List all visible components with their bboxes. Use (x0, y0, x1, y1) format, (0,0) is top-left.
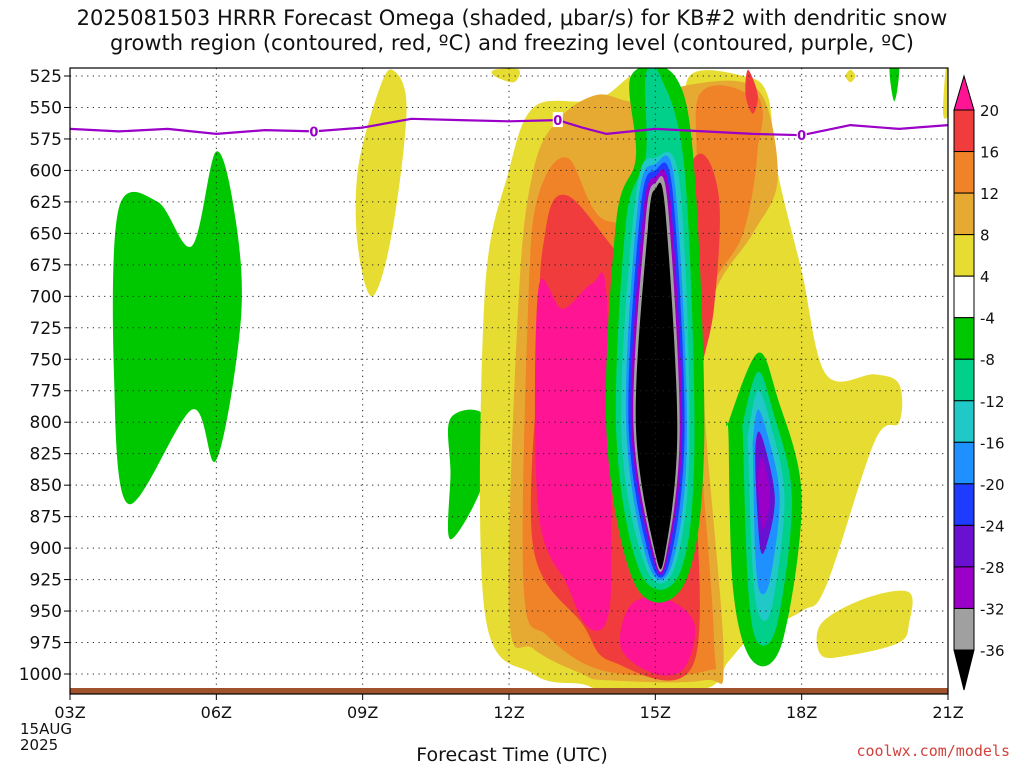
colorbar-segment-6 (953, 358, 975, 402)
x-tick-label-03Z: 03Z (54, 703, 85, 722)
colorbar-segment-5 (953, 317, 975, 360)
omega-region-1 (112, 151, 242, 505)
x-axis: 03Z 06Z 09Z 12Z 15Z 18Z 21Z (54, 694, 964, 722)
colorbar-segment-3 (953, 234, 975, 277)
freezing-level-line: 0 0 0 (70, 112, 948, 144)
colorbar-segment-9 (953, 483, 975, 526)
y-tick-label-525: 525 (30, 67, 62, 87)
colorbar-segment-10 (953, 524, 975, 568)
y-tick-label-975: 975 (30, 634, 62, 654)
omega-region-25 (943, 68, 948, 119)
omega-region-2 (447, 409, 489, 540)
colorbar-top-arrow (953, 74, 975, 111)
freezing-label-bg (308, 123, 319, 139)
colorbar-label-0: 20 (980, 102, 999, 120)
omega-region-27 (845, 69, 856, 83)
x-tick-label-09Z: 09Z (347, 703, 378, 722)
y-tick-label-550: 550 (30, 98, 62, 118)
y-tick-label-925: 925 (30, 571, 62, 591)
watermark: coolwx.com/models (856, 742, 1010, 760)
y-tick-label-875: 875 (30, 508, 62, 528)
omega-region-28 (737, 94, 763, 196)
chart-title: 2025081503 HRRR Forecast Omega (shaded, … (0, 6, 1024, 56)
x-start-date-line-2: 15AUG (20, 720, 72, 738)
chart-title-line-1: 2025081503 HRRR Forecast Omega (shaded, … (76, 6, 948, 30)
y-tick-label-1000: 1000 (19, 665, 62, 685)
colorbar-label-8: -16 (980, 434, 1005, 452)
y-tick-label-750: 750 (30, 350, 62, 370)
omega-shading (112, 68, 948, 691)
omega-region-29 (745, 69, 758, 114)
x-tick-label-15Z: 15Z (640, 703, 671, 722)
colorbar-segment-8 (953, 441, 975, 485)
colorbar-segment-4 (953, 275, 975, 319)
terrain-strip (70, 688, 948, 694)
x-start-date-line-3: 2025 (20, 736, 59, 754)
freezing-level-label: 0 (309, 125, 318, 140)
colorbar-label-9: -20 (980, 476, 1005, 494)
colorbar-segment-11 (953, 566, 975, 609)
y-tick-label-850: 850 (30, 476, 62, 496)
x-tick-label-18Z: 18Z (786, 703, 817, 722)
colorbar-label-1: 16 (980, 144, 999, 162)
colorbar-label-10: -24 (980, 517, 1005, 535)
x-tick-label-06Z: 06Z (201, 703, 232, 722)
omega-region-9 (619, 596, 696, 676)
freezing-label-bg (796, 127, 807, 143)
x-start-date-label: 15AUG 2025 (20, 721, 72, 753)
colorbar-label-7: -12 (980, 393, 1005, 411)
y-axis: 525 550 575 600 625 650 675 700 725 750 775 800 825 8… (19, 67, 70, 685)
plot-grid (70, 68, 948, 691)
colorbar-segment-2 (953, 192, 975, 236)
colorbar-label-13: -36 (980, 642, 1005, 660)
chart-title-line-2: growth region (contoured, red, ºC) and f… (110, 31, 914, 55)
colorbar-label-3: 8 (980, 227, 990, 245)
y-tick-label-700: 700 (30, 287, 62, 307)
y-tick-label-675: 675 (30, 256, 62, 276)
freezing-label-bg (552, 112, 563, 128)
y-tick-label-650: 650 (30, 224, 62, 244)
x-tick-label-12Z: 12Z (493, 703, 524, 722)
omega-region-17 (635, 182, 678, 570)
freezing-level-path (70, 117, 948, 137)
x-tick-label-21Z: 21Z (932, 703, 963, 722)
y-tick-label-775: 775 (30, 382, 62, 402)
y-tick-label-575: 575 (30, 130, 62, 150)
colorbar-label-4: 4 (980, 268, 990, 286)
y-tick-label-800: 800 (30, 413, 62, 433)
y-tick-label-825: 825 (30, 445, 62, 465)
colorbar-label-5: -4 (980, 310, 995, 328)
colorbar-label-6: -8 (980, 351, 995, 369)
colorbar-bottom-arrow (953, 649, 975, 691)
colorbar-label-11: -28 (980, 559, 1005, 577)
colorbar-label-12: -32 (980, 600, 1005, 618)
y-tick-label-725: 725 (30, 319, 62, 339)
x-axis-title: Forecast Time (UTC) (416, 744, 608, 766)
colorbar-segment-0 (953, 109, 975, 153)
freezing-level-label: 0 (797, 129, 806, 144)
omega-region-24 (889, 68, 900, 102)
omega-region-4 (816, 590, 913, 658)
y-tick-label-900: 900 (30, 539, 62, 559)
y-tick-label-600: 600 (30, 161, 62, 181)
colorbar-segment-1 (953, 151, 975, 194)
omega-region-26 (491, 68, 520, 83)
colorbar: 20 16 12 8 4 -4 -8 -12 -16 -20 -24 -28 -32 -36 (953, 74, 1005, 691)
y-tick-label-950: 950 (30, 602, 62, 622)
y-tick-label-625: 625 (30, 193, 62, 213)
freezing-level-label: 0 (553, 114, 562, 129)
omega-region-0 (355, 69, 407, 297)
colorbar-segment-7 (953, 400, 975, 443)
omega-region-8 (534, 272, 612, 631)
omega-region-23 (757, 456, 770, 530)
colorbar-segment-12 (953, 607, 975, 651)
colorbar-label-2: 12 (980, 185, 999, 203)
